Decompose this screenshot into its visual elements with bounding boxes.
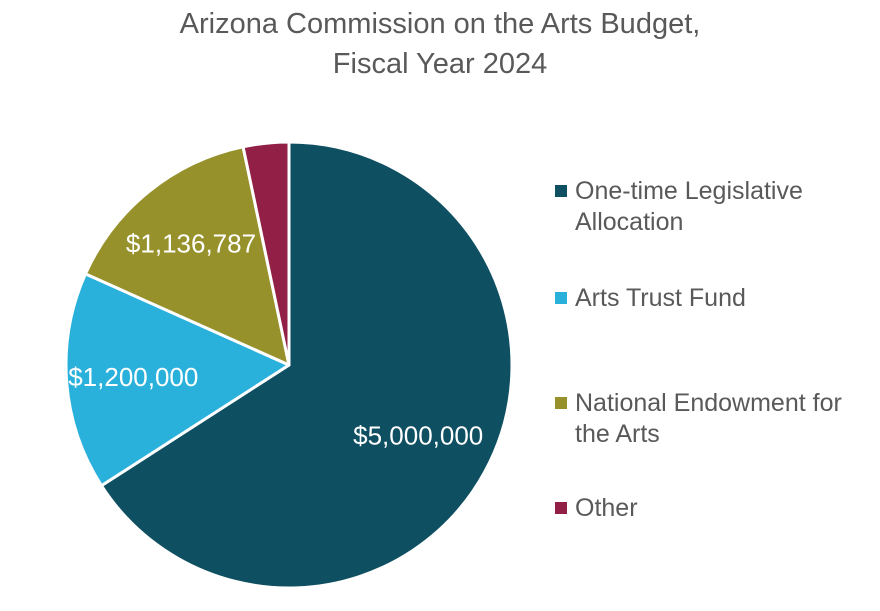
pie-chart: $5,000,000 $1,200,000 $1,136,787: [64, 140, 514, 590]
legend-item-one-time-legislative-allocation: One-time Legislative Allocation: [555, 176, 857, 238]
pie-value-label-national-endowment-for-the-arts: $1,136,787: [126, 229, 256, 259]
pie-value-label-arts-trust-fund: $1,200,000: [68, 362, 198, 392]
legend-item-national-endowment-for-the-arts: National Endowment for the Arts: [555, 388, 857, 450]
pie-value-label-one-time-legislative-allocation: $5,000,000: [353, 421, 483, 451]
pie-slice-other: [241, 140, 291, 367]
pie-slice-one-time-legislative-allocation: [99, 140, 514, 590]
legend-swatch-icon: [555, 292, 567, 304]
pie-slice-arts-trust-fund: [64, 272, 291, 488]
legend-swatch-icon: [555, 185, 567, 197]
legend-label: Other: [575, 494, 638, 522]
legend-label: Arts Trust Fund: [575, 284, 746, 312]
legend-item-arts-trust-fund: Arts Trust Fund: [555, 283, 857, 314]
legend-label: National Endowment for the Arts: [575, 389, 842, 448]
pie-slice-national-endowment-for-the-arts: [83, 145, 291, 367]
legend-swatch-icon: [555, 502, 567, 514]
chart-title-line1: Arizona Commission on the Arts Budget,: [179, 8, 701, 40]
legend-item-other: Other: [555, 493, 857, 524]
legend-label: One-time Legislative Allocation: [575, 177, 803, 236]
legend-swatch-icon: [555, 397, 567, 409]
chart-title-line2: Fiscal Year 2024: [332, 48, 548, 80]
chart-title: Arizona Commission on the Arts Budget, F…: [0, 4, 880, 84]
legend: One-time Legislative Allocation Arts Tru…: [555, 0, 865, 611]
